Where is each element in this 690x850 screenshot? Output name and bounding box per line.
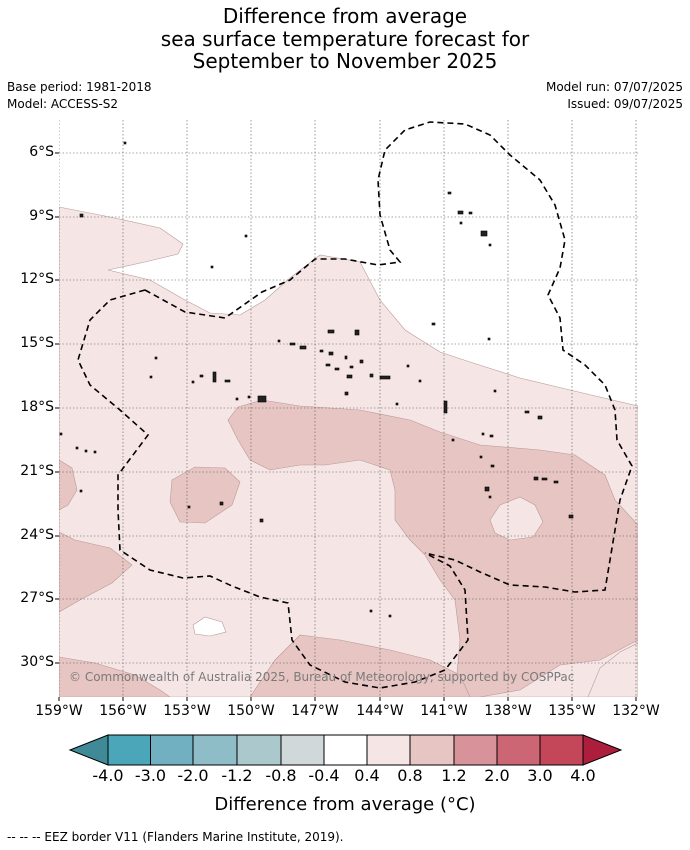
eez-border-french-polynesia (144, 121, 633, 593)
colorbar-label: -0.4 (308, 766, 340, 785)
anomaly-region-neutral-patch (192, 616, 227, 637)
lon-label: 147°W (291, 703, 339, 719)
meta-left: Base period: 1981-2018 Model: ACCESS-S2 (7, 79, 152, 113)
colorbar-label: -0.8 (265, 766, 297, 785)
colorbar-swatch (150, 734, 194, 766)
meta-right: Model run: 07/07/2025 Issued: 09/07/2025 (546, 79, 683, 113)
lat-label: 9°S (29, 208, 54, 224)
eez-borders (77, 121, 633, 689)
colorbar (68, 734, 623, 766)
lon-label: 135°W (548, 703, 596, 719)
lat-label: 27°S (20, 590, 54, 606)
anomaly-region-0p8-1p2-blob (169, 466, 241, 524)
colorbar-label: 0.8 (397, 766, 423, 785)
colorbar-label: 1.2 (441, 766, 467, 785)
lon-label: 138°W (484, 703, 532, 719)
eez-legend-note: -- -- -- EEZ border V11 (Flanders Marine… (7, 830, 344, 844)
lon-label: 141°W (420, 703, 468, 719)
colorbar-label: -4.0 (92, 766, 124, 785)
copyright-text: © Commonwealth of Australia 2025, Bureau… (69, 670, 574, 684)
colorbar-swatch (409, 734, 455, 766)
colorbar-label: -1.2 (221, 766, 253, 785)
colorbar-title: Difference from average (°C) (214, 794, 476, 815)
lat-label: 18°S (20, 399, 54, 415)
lon-label: 132°W (612, 703, 660, 719)
anomaly-region-0p8-1p2-west-2 (59, 531, 133, 613)
map-ticks (55, 152, 637, 701)
colorbar-label: -2.0 (177, 766, 209, 785)
map-plot-area: © Commonwealth of Australia 2025, Bureau… (59, 120, 638, 697)
anomaly-region-0p8-1p2-main (227, 399, 638, 697)
lat-label: 24°S (20, 527, 54, 543)
anomaly-region-0p4-0p8-southeast (587, 642, 638, 697)
islands (59, 141, 574, 618)
lon-label: 144°W (356, 703, 404, 719)
lat-label: 30°S (20, 654, 54, 670)
title-line-1: Difference from average (222, 4, 468, 28)
lat-label: 15°S (20, 335, 54, 351)
colorbar-swatch (236, 734, 282, 766)
title-line-2: sea surface temperature forecast for (160, 26, 530, 51)
colorbar-swatch (539, 734, 584, 766)
title-line-3: September to November 2025 (192, 49, 498, 73)
anomaly-region-0p4-0p8-inner (489, 496, 544, 541)
colorbar-swatch (496, 734, 541, 766)
colorbar-extend-high (582, 734, 623, 766)
lon-label: 156°W (99, 703, 147, 719)
lat-label: 12°S (20, 271, 54, 287)
eez-border-cook-islands (77, 289, 469, 689)
chart-title: Difference from average sea surface temp… (0, 5, 690, 73)
colorbar-swatch (192, 734, 238, 766)
colorbar-swatch (366, 734, 411, 766)
colorbar-label: 3.0 (527, 766, 553, 785)
colorbar-extend-low (68, 734, 109, 766)
lat-label: 6°S (29, 144, 54, 160)
lat-label: 21°S (20, 463, 54, 479)
colorbar-label: 2.0 (484, 766, 510, 785)
model-run-label: Model run: 07/07/2025 (545, 80, 683, 94)
anomaly-region-0p8-1p2-west-1 (59, 459, 78, 511)
lon-label: 159°W (35, 703, 83, 719)
model-label: Model: ACCESS-S2 (7, 97, 119, 111)
lon-label: 153°W (163, 703, 211, 719)
issued-label: Issued: 09/07/2025 (567, 97, 683, 111)
colorbar-label: -3.0 (134, 766, 167, 785)
base-period-label: Base period: 1981-2018 (7, 80, 152, 94)
colorbar-label: 4.0 (570, 766, 596, 785)
colorbar-swatch (453, 734, 498, 766)
lon-label: 150°W (227, 703, 275, 719)
colorbar-label: 0.4 (354, 766, 380, 785)
colorbar-swatch (107, 734, 151, 766)
colorbar-swatch (280, 734, 325, 766)
colorbar-swatch (323, 734, 368, 766)
